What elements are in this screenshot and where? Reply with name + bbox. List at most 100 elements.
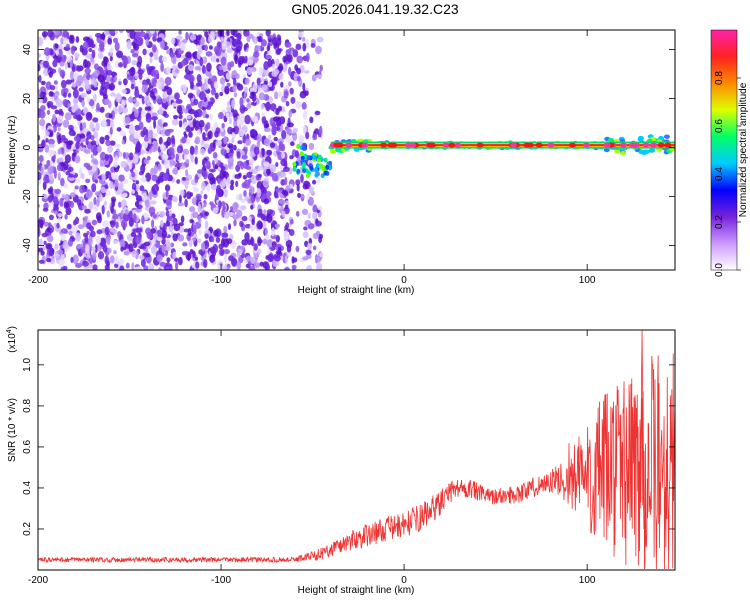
- noise-cell: [172, 233, 178, 242]
- noise-cell: [168, 146, 175, 156]
- noise-cell: [283, 90, 289, 99]
- noise-cell: [182, 83, 187, 94]
- noise-cell: [141, 215, 145, 225]
- noise-cell: [174, 257, 179, 262]
- band-halo-cell: [663, 134, 670, 139]
- noise-cell: [178, 222, 184, 227]
- noise-cell: [151, 116, 158, 121]
- noise-cell: [194, 110, 199, 119]
- noise-cell: [246, 66, 253, 75]
- noise-cell: [96, 145, 102, 153]
- onset-cell: [292, 166, 297, 172]
- noise-cell: [193, 98, 199, 106]
- noise-cell: [232, 202, 239, 209]
- noise-cell: [65, 171, 71, 176]
- noise-cell: [100, 84, 105, 91]
- noise-cell: [77, 74, 84, 85]
- onset-cell: [305, 173, 310, 179]
- noise-cell: [151, 133, 159, 139]
- colorbar-tick-label: 0.8: [714, 71, 725, 85]
- noise-cell: [185, 138, 191, 145]
- noise-cell: [121, 107, 128, 114]
- noise-cell: [302, 256, 309, 261]
- noise-cell: [284, 177, 288, 186]
- noise-cell: [75, 36, 80, 43]
- noise-cell: [175, 53, 182, 58]
- noise-cell: [307, 223, 315, 230]
- noise-cell: [114, 263, 119, 269]
- noise-cell: [225, 183, 230, 188]
- noise-cell: [118, 62, 124, 68]
- noise-cell: [230, 179, 235, 186]
- noise-cell: [75, 263, 82, 268]
- noise-cell: [280, 179, 286, 186]
- noise-cell: [74, 185, 79, 190]
- noise-cell: [275, 58, 280, 68]
- noise-cell: [134, 88, 140, 99]
- noise-cell: [135, 195, 142, 202]
- noise-cell: [309, 196, 314, 207]
- noise-cell: [86, 131, 92, 140]
- noise-cell: [276, 48, 281, 55]
- noise-cell: [105, 69, 113, 76]
- noise-cell: [312, 133, 318, 141]
- noise-cell: [123, 250, 130, 256]
- y-tick-label: 0.2: [22, 522, 33, 536]
- noise-cell: [288, 66, 292, 76]
- noise-cell: [118, 81, 122, 86]
- noise-cell: [224, 85, 230, 95]
- noise-cell: [52, 154, 56, 160]
- noise-cell: [125, 262, 130, 269]
- noise-cell: [284, 266, 290, 270]
- noise-cell: [113, 250, 117, 255]
- noise-cell: [153, 164, 158, 175]
- noise-cell: [281, 143, 286, 152]
- noise-cell: [301, 102, 307, 110]
- noise-cell: [169, 52, 176, 58]
- noise-cell: [158, 136, 163, 145]
- noise-cell: [54, 43, 59, 49]
- onset-cell: [296, 168, 301, 174]
- noise-cell: [108, 83, 116, 91]
- noise-cell: [60, 228, 68, 234]
- noise-cell: [205, 51, 213, 57]
- noise-cell: [106, 75, 112, 82]
- noise-cell: [165, 220, 170, 227]
- noise-cell: [185, 31, 189, 41]
- noise-cell: [118, 30, 124, 33]
- noise-cell: [238, 128, 245, 137]
- noise-cell: [69, 173, 74, 178]
- noise-cell: [319, 125, 323, 135]
- noise-cell: [289, 87, 294, 95]
- noise-cell: [121, 89, 127, 94]
- noise-cell: [89, 190, 93, 196]
- band-peak-cell: [333, 142, 341, 148]
- noise-cell: [159, 219, 164, 228]
- noise-cell: [256, 77, 261, 86]
- noise-cell: [48, 71, 53, 78]
- noise-cell: [180, 165, 186, 170]
- noise-cell: [259, 261, 264, 267]
- noise-cell: [75, 141, 80, 150]
- noise-cell: [110, 220, 116, 228]
- noise-cell: [262, 238, 267, 245]
- noise-cell: [277, 204, 281, 209]
- band-halo-cell: [643, 149, 650, 154]
- noise-cell: [59, 197, 64, 207]
- noise-cell: [130, 83, 135, 90]
- noise-cell: [256, 187, 262, 198]
- noise-cell: [149, 30, 156, 34]
- noise-cell: [276, 188, 280, 193]
- noise-cell: [285, 222, 290, 229]
- noise-cell: [264, 233, 270, 241]
- noise-cell: [242, 175, 247, 180]
- noise-cell: [46, 109, 51, 115]
- noise-cell: [99, 136, 105, 145]
- noise-cell: [131, 189, 136, 194]
- noise-cell: [207, 78, 212, 85]
- noise-cell: [273, 116, 280, 122]
- noise-cell: [151, 70, 157, 77]
- noise-cell: [257, 248, 261, 255]
- noise-cell: [194, 187, 200, 193]
